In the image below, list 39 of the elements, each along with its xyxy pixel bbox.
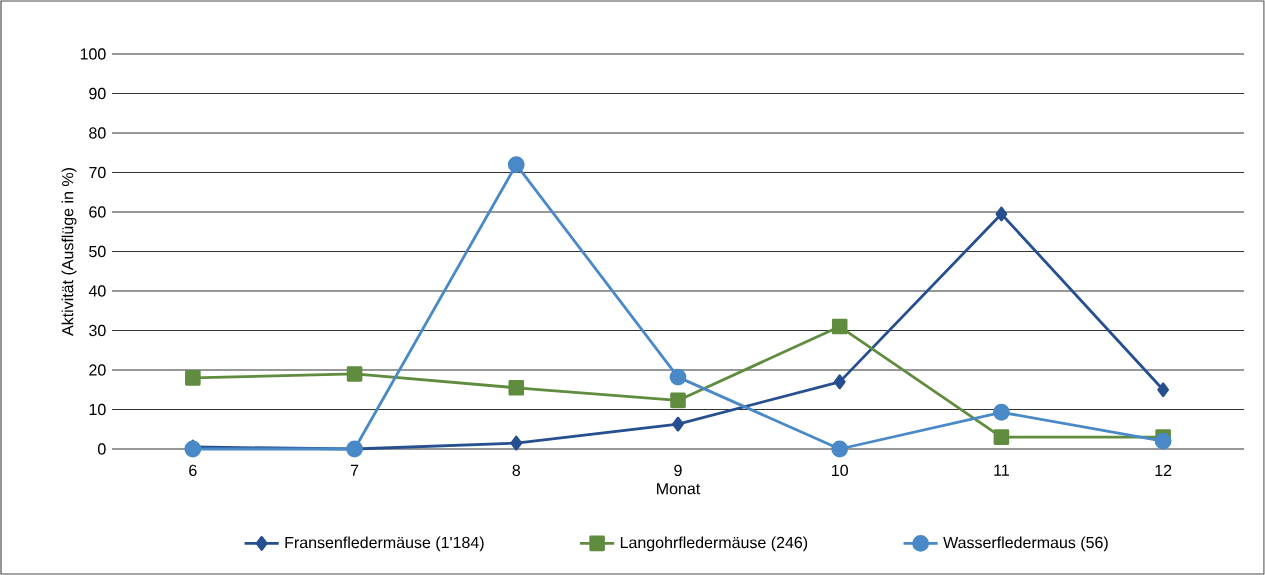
y-tick-label: 70 (89, 166, 106, 179)
y-tick-label: 60 (89, 206, 106, 218)
y-axis-title: Aktivität (Ausflüge in %) (61, 168, 77, 336)
y-tick-label: 90 (89, 87, 106, 100)
y-tick-label: 0 (98, 443, 106, 455)
y-tick-label: 80 (89, 127, 106, 139)
y-tick-label: 20 (89, 364, 106, 376)
x-tick-label: 8 (512, 464, 521, 477)
point (669, 368, 687, 386)
y-tick-label: 10 (89, 403, 106, 416)
y-tick-label: 40 (88, 285, 106, 297)
point (346, 366, 363, 382)
x-tick-label: 12 (1155, 464, 1172, 476)
y-tick-label: 30 (89, 324, 106, 337)
point (1154, 432, 1172, 450)
y-tick-label: 50 (89, 245, 106, 258)
point (833, 374, 846, 390)
point (672, 416, 684, 432)
point (507, 156, 525, 173)
x-tick-label: 10 (832, 464, 848, 477)
y-tick-label: 100 (80, 48, 106, 60)
point (831, 318, 848, 335)
x-axis-title: Monat (657, 483, 701, 495)
point (831, 440, 849, 458)
point (995, 206, 1008, 222)
point (993, 429, 1010, 445)
point (670, 392, 686, 409)
point (510, 435, 523, 451)
legend-label: Fransenfledermäuse (1'184) (285, 536, 484, 552)
x-tick-label: 11 (994, 464, 1009, 476)
point (508, 379, 525, 396)
legend-label: Langohrfledermäuse (246) (620, 536, 808, 552)
legend-label: Wasserfledermaus (56) (943, 536, 1108, 552)
point (993, 403, 1010, 421)
x-tick-label: 9 (674, 464, 682, 477)
point (185, 370, 201, 386)
point (1157, 382, 1170, 398)
x-tick-label: 7 (350, 464, 359, 476)
x-tick-label: 6 (189, 464, 197, 477)
